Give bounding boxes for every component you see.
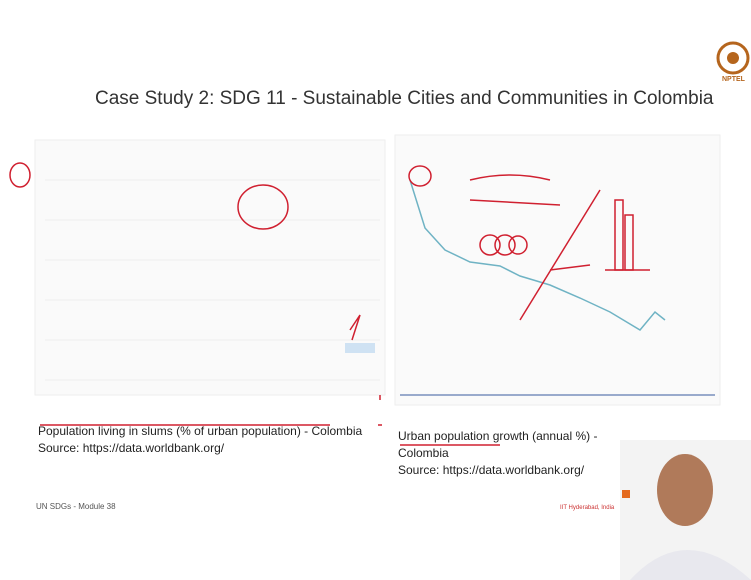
footer: UN SDGs - Module 38 <box>36 502 116 511</box>
logo-mark <box>727 52 739 64</box>
caption: Urban population growth (annual %) - <box>398 429 598 443</box>
trend-line <box>409 179 666 331</box>
caption: Colombia <box>398 446 449 460</box>
affiliation: IIT Hyderabad, India <box>560 505 615 511</box>
slide-title: Case Study 2: SDG 11 - Sustainable Citie… <box>95 88 714 109</box>
handwriting <box>9 162 650 446</box>
presenter <box>657 454 713 526</box>
chart-screenshot <box>34 139 386 396</box>
caption: Population living in slums (% of urban p… <box>38 424 363 438</box>
caption-source: Source: https://data.worldbank.org/ <box>398 463 585 477</box>
chart-screenshot <box>394 134 721 406</box>
caption-source: Source: https://data.worldbank.org/ <box>38 441 225 455</box>
logo-mark <box>716 41 750 75</box>
presenter <box>630 550 751 580</box>
grid <box>45 179 380 381</box>
logo-text: NPTEL <box>722 76 745 83</box>
logo-mark <box>622 490 630 498</box>
tooltip <box>345 343 375 353</box>
